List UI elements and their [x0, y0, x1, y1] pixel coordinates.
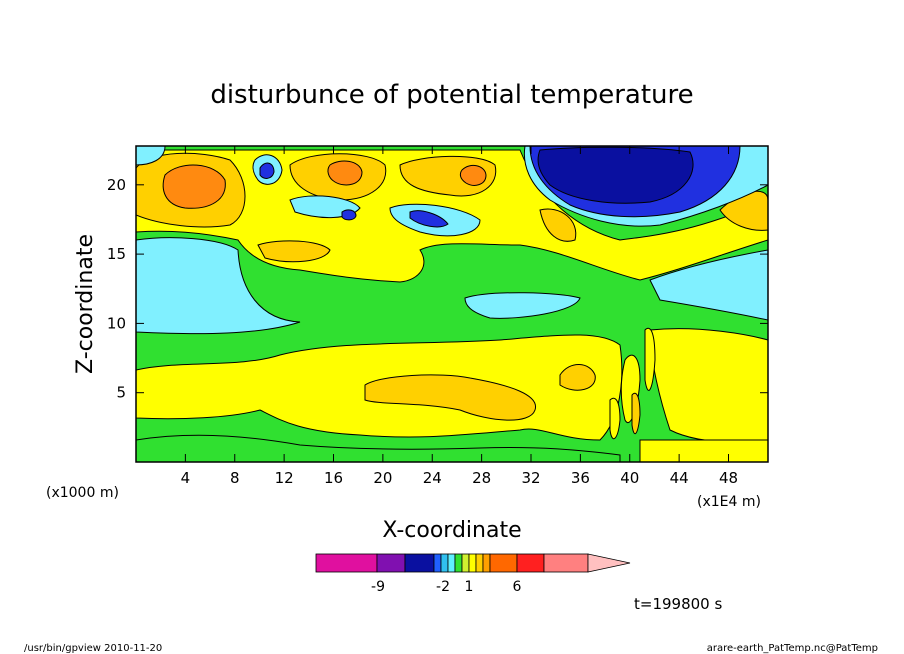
x-tick-label: 12 — [275, 469, 294, 487]
x-tick-label: 28 — [472, 469, 491, 487]
field-blue-small-3 — [409, 210, 449, 228]
field-cyan-mid — [464, 292, 581, 319]
x-tick-label: 32 — [521, 469, 540, 487]
x-unit-left: (x1000 m) — [46, 485, 119, 501]
y-tick-label: 15 — [107, 245, 126, 263]
field-cyan-left — [136, 237, 301, 335]
field-lightyellow-right — [559, 364, 596, 391]
field-yellow-bottom-right — [639, 439, 768, 462]
field-cyan-right — [649, 249, 768, 321]
colorbar-segment — [433, 553, 442, 573]
chart-title: disturbunce of potential temperature — [210, 80, 693, 110]
colorbar-segment — [440, 553, 449, 573]
field-blue-small-1 — [259, 162, 275, 179]
field-lightyellow-lower — [364, 374, 536, 421]
y-axis-ticks: 5 10 15 20 — [107, 176, 768, 402]
x-tick-label: 20 — [373, 469, 392, 487]
x-tick-label: 16 — [324, 469, 343, 487]
field-turbulent-cores — [631, 392, 641, 435]
x-tick-label: 36 — [571, 469, 590, 487]
colorbar-segment — [516, 553, 545, 573]
x-unit-right: (x1E4 m) — [697, 494, 761, 510]
x-axis-ticks: 4 8 12 16 20 24 28 32 36 40 44 48 — [181, 146, 738, 487]
colorbar-segment — [482, 553, 491, 573]
colorbar-segment — [404, 553, 435, 573]
field-turbulent-streaks — [609, 327, 656, 440]
x-tick-label: 8 — [230, 469, 240, 487]
colorbar-segment — [489, 553, 518, 573]
field-blue-small-2 — [341, 209, 357, 221]
field-orange-2 — [327, 160, 363, 186]
field-orange-1 — [162, 164, 226, 209]
colorbar-arrow — [587, 553, 631, 573]
colorbar-segment — [376, 553, 406, 573]
field-lightyellow-mid-left — [257, 240, 331, 263]
footer-right: arare-earth_PatTemp.nc@PatTemp — [707, 643, 878, 654]
plot-frame — [135, 145, 769, 463]
colorbar — [315, 553, 631, 573]
x-tick-label: 40 — [620, 469, 639, 487]
footer-left: /usr/bin/gpview 2010-11-20 — [24, 643, 162, 654]
y-tick-label: 5 — [116, 384, 126, 402]
field-green-bottom — [136, 434, 621, 462]
x-tick-label: 44 — [670, 469, 689, 487]
contour-field — [136, 146, 768, 462]
colorbar-label-3: 1 — [465, 579, 474, 595]
colorbar-label-1: -9 — [371, 579, 385, 595]
colorbar-segment — [454, 553, 463, 573]
x-axis-label: X-coordinate — [382, 518, 521, 543]
field-orange-3 — [459, 164, 487, 186]
colorbar-segment — [475, 553, 484, 573]
colorbar-segment — [543, 553, 589, 573]
colorbar-segment — [447, 553, 456, 573]
y-axis-label: Z-coordinate — [73, 234, 98, 374]
colorbar-label-2: -2 — [436, 579, 450, 595]
x-tick-label: 4 — [181, 469, 191, 487]
y-tick-label: 10 — [107, 314, 126, 332]
colorbar-segment — [468, 553, 477, 573]
colorbar-segment — [315, 553, 378, 573]
y-tick-label: 20 — [107, 176, 126, 194]
colorbar-segment — [461, 553, 470, 573]
time-label: t=199800 s — [634, 595, 722, 613]
x-tick-label: 24 — [423, 469, 442, 487]
field-darkblue-top-right — [537, 146, 694, 204]
colorbar-label-4: 6 — [513, 579, 522, 595]
x-tick-label: 48 — [719, 469, 738, 487]
field-lightyellow-mid-right — [539, 208, 577, 242]
